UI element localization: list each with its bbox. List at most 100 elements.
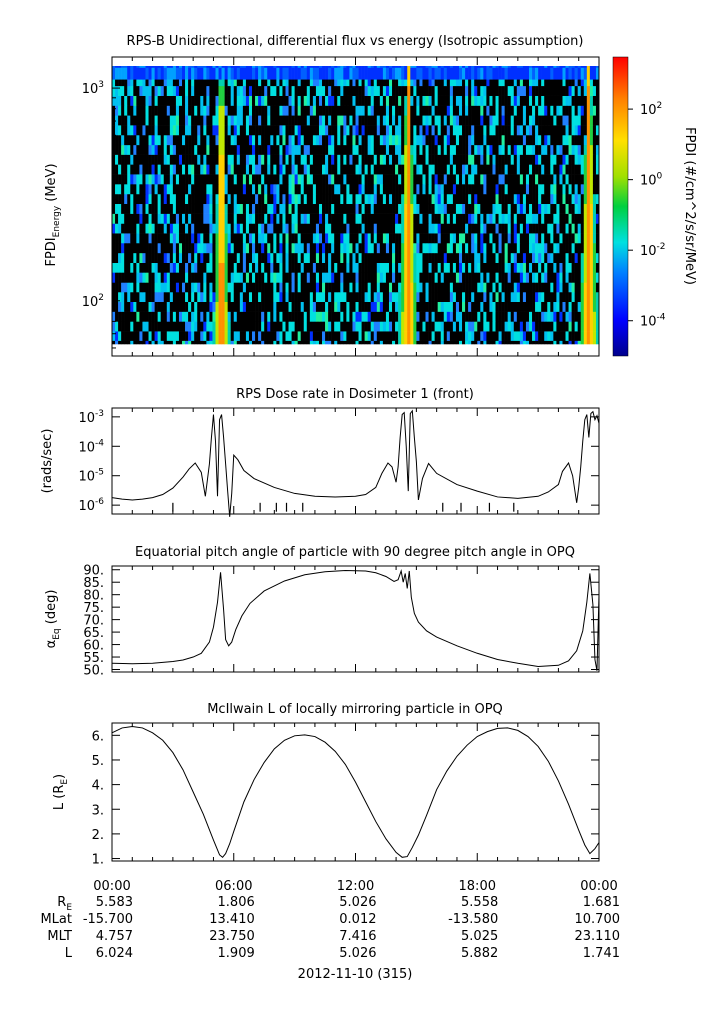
spectrogram-cell <box>580 125 585 136</box>
spectrogram-cell <box>248 311 253 322</box>
spectrogram-cell <box>294 321 298 332</box>
spectrogram-cell <box>331 85 335 96</box>
spectrogram-cell <box>258 242 262 254</box>
spectrogram-cell <box>595 115 600 126</box>
spectrogram-cell <box>215 282 219 293</box>
spectrogram-cell <box>550 105 554 116</box>
spectrogram-cell <box>340 105 344 116</box>
spectrogram-cell <box>589 223 594 234</box>
spectrogram-cell <box>449 291 454 302</box>
spectrogram-cell <box>188 164 192 175</box>
spectrogram-cell <box>267 144 271 155</box>
spectrogram-cell <box>215 252 219 263</box>
spectrogram-cell <box>398 252 402 263</box>
spectrogram-cell <box>395 125 399 136</box>
spectrogram-cell <box>367 311 372 322</box>
spectrogram-cell <box>188 272 192 283</box>
spectrogram-cell <box>276 203 280 214</box>
spectrogram-cell <box>480 301 484 312</box>
spectrogram-cell <box>486 291 490 302</box>
spectrogram-cell <box>425 125 429 136</box>
spectrogram-cell <box>239 95 244 106</box>
spectrogram-cell <box>248 95 253 106</box>
spectrogram-cell <box>248 105 253 116</box>
spectrogram-cell <box>133 125 137 136</box>
spectrogram-cell <box>340 340 344 345</box>
spectrogram-cell <box>318 340 323 345</box>
spectrogram-cell <box>401 66 405 68</box>
spectrogram-cell <box>221 331 225 341</box>
spectrogram-cell <box>270 134 274 146</box>
spectrogram-cell <box>547 331 551 341</box>
spectrogram-cell <box>519 233 524 244</box>
spectrogram-cell <box>516 233 521 244</box>
spectrogram-cell <box>318 193 323 205</box>
dose-series-line <box>111 409 600 517</box>
spectrogram-cell <box>568 115 572 126</box>
spectrogram-cell <box>203 331 207 341</box>
spectrogram-cell <box>462 223 466 234</box>
spectrogram-cell <box>197 311 201 322</box>
spectrogram-cell <box>550 85 554 96</box>
spectrogram-cell <box>276 125 280 136</box>
spectrogram-cell <box>328 213 332 224</box>
spectrogram-cell <box>172 193 177 205</box>
spectrogram-cell <box>373 85 378 96</box>
spectrogram-cell <box>580 252 585 263</box>
spectrogram-cell <box>312 242 317 254</box>
spectrogram-cell <box>547 252 551 263</box>
spectrogram-cell <box>462 213 466 224</box>
spectrogram-cell <box>236 125 241 136</box>
spectrogram-cell <box>206 144 210 155</box>
spectrogram-cell <box>367 184 372 195</box>
spectrogram-cell <box>498 115 502 126</box>
spectrogram-cell <box>273 85 277 96</box>
spectrogram-cell <box>489 242 493 254</box>
spectrogram-cell <box>574 262 578 273</box>
spectrogram-cell <box>112 242 116 254</box>
spectrogram-cell <box>248 85 253 96</box>
spectrogram-cell <box>206 115 210 126</box>
spectrogram-cell <box>230 252 235 263</box>
spectrogram-cell <box>312 85 317 96</box>
spectrogram-cell <box>541 184 545 195</box>
spectrogram-cell <box>458 282 463 293</box>
spectrogram-cell <box>595 331 600 341</box>
spectrogram-cell <box>248 242 253 254</box>
spectrogram-cell <box>197 252 201 263</box>
spectrogram-cell <box>163 67 168 80</box>
spectrogram-cell <box>151 95 155 106</box>
spectrogram-cell <box>577 115 582 126</box>
spectrogram-cell <box>398 272 402 283</box>
spectrogram-cell <box>580 203 585 214</box>
spectrogram-cell <box>206 291 210 302</box>
spectrogram-cell <box>285 67 289 80</box>
spectrogram-cell <box>245 242 250 254</box>
spectrogram-cell <box>163 184 168 195</box>
spectrogram-cell <box>197 193 201 205</box>
spectrogram-cell <box>203 262 207 273</box>
spectrogram-cell <box>203 223 207 234</box>
spectrogram-cell <box>197 66 201 68</box>
spectrogram-cell <box>480 311 484 322</box>
spectrogram-cell <box>422 282 426 293</box>
spectrogram-cell <box>547 67 551 80</box>
spectrogram-cell <box>388 301 393 312</box>
spectrogram-cell <box>245 67 250 80</box>
spectrogram-cell <box>532 223 536 234</box>
spectrogram-cell <box>328 282 332 293</box>
spectrogram-cell <box>434 252 438 263</box>
spectrogram-cell <box>559 262 563 273</box>
spectrogram-cell <box>178 291 183 302</box>
spectrogram-cell <box>431 291 435 302</box>
spectrogram-cell <box>306 79 311 87</box>
spectrogram-cell <box>325 134 329 146</box>
spectrogram-cell <box>562 252 566 263</box>
spectrogram-cell <box>458 164 463 175</box>
spectrogram-cell <box>258 115 262 126</box>
spectrogram-cell <box>160 115 165 126</box>
spectrogram-cell <box>175 105 180 116</box>
spectrogram-cell <box>178 67 183 80</box>
spectrogram-cell <box>440 321 445 332</box>
spectrogram-cell <box>562 193 566 205</box>
